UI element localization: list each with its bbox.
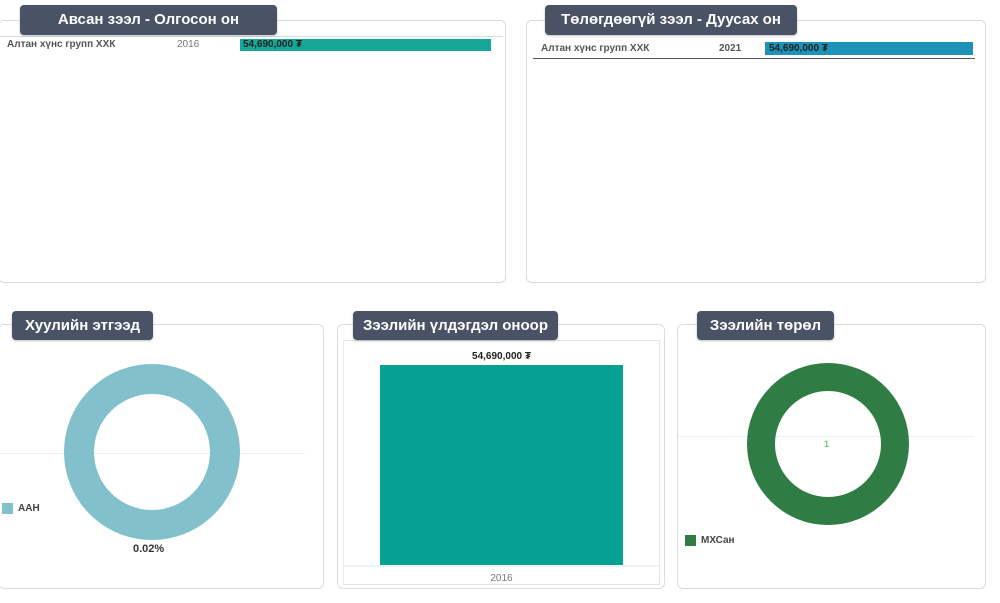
panel-title-loan-type: Зээлийн төрөл [697,311,834,340]
x-tick-label: 2016 [490,573,513,584]
baseline [0,453,305,454]
panel-title-legal-entity: Хуулийн этгээд [12,311,153,340]
legend-label: ААН [18,503,40,514]
legend-swatch [685,535,696,546]
baseline [678,436,974,437]
panel-title-loans-received: Авсан зээл - Олгосон он [20,5,277,35]
percent-label: 0.02% [133,543,165,555]
table-row[interactable]: Алтан хүнс групп ХХК 2021 54,690,000 ₮ [533,40,975,59]
loan-balance-panel: 54,690,000 ₮ 2016 [337,324,665,589]
loan-balance-bar-chart: 54,690,000 ₮ 2016 [343,351,660,584]
panel-title-loan-balance: Зээлийн үлдэгдэл оноор [353,311,558,340]
end-year: 2021 [719,43,742,54]
unpaid-loans-panel: Алтан хүнс групп ХХК 2021 54,690,000 ₮ [526,20,986,283]
bar-2016[interactable] [380,365,623,565]
center-label: 1 [824,439,830,449]
issue-year: 2016 [177,39,200,50]
bar-value-label: 54,690,000 ₮ [472,351,531,362]
panel-title-unpaid-loans: Төлөгдөөгүй зээл - Дуусах он [545,5,797,35]
donut-segment-mxsan[interactable] [747,363,909,525]
value-label: 54,690,000 ₮ [243,39,302,50]
loan-type-donut-chart [747,363,909,525]
company-name: Алтан хүнс групп ХХК [541,43,650,54]
table-row[interactable]: Алтан хүнс групп ХХК 2016 54,690,000 ₮ [0,36,503,52]
legal-entity-panel: 0.02% ААН [0,324,324,589]
legend-swatch [2,503,13,514]
loan-type-panel: 1 МХСан [677,324,986,589]
legend-label: МХСан [701,535,735,546]
value-label: 54,690,000 ₮ [769,43,828,54]
value-bar [765,42,973,55]
legal-entity-donut-chart [64,364,240,540]
legend-item-aan[interactable]: ААН [2,503,40,514]
company-name: Алтан хүнс групп ХХК [7,39,116,50]
legend-item-mxsan[interactable]: МХСан [685,535,735,546]
loans-received-panel: Алтан хүнс групп ХХК 2016 54,690,000 ₮ [0,20,506,283]
donut-segment-aan[interactable] [64,364,240,540]
value-bar [240,39,491,51]
plot-area [343,340,660,585]
